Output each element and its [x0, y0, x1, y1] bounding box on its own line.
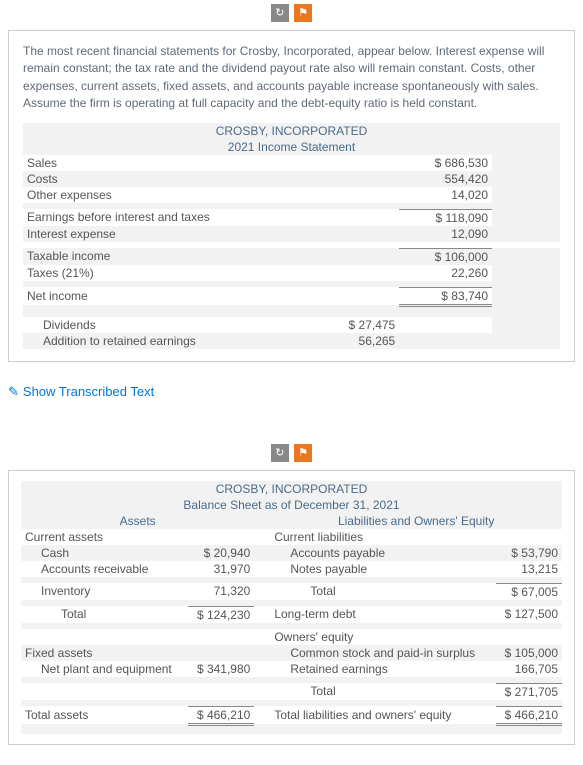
row-label: Total liabilities and owners' equity — [270, 706, 495, 724]
row-value: $ 27,475 — [311, 317, 399, 333]
row-value: $ 124,230 — [188, 606, 254, 623]
row-value: $ 83,740 — [399, 287, 492, 305]
row-label: Earnings before interest and taxes — [23, 209, 311, 226]
row-value: $ 53,790 — [496, 545, 562, 561]
income-statement-block: The most recent financial statements for… — [8, 30, 575, 362]
flag-icon[interactable]: ⚑ — [294, 444, 312, 462]
bs-title2: Balance Sheet as of December 31, 2021 — [21, 497, 562, 513]
row-label: Taxes (21%) — [23, 265, 311, 281]
row-label: Cash — [21, 545, 188, 561]
mid-icon-bar: ↻ ⚑ — [0, 440, 583, 466]
row-label: Accounts receivable — [21, 561, 188, 577]
row-label: Other expenses — [23, 187, 311, 203]
row-label: Inventory — [21, 583, 188, 600]
row-value: 22,260 — [399, 265, 492, 281]
row-value: $ 118,090 — [399, 209, 492, 226]
show-transcribed-link[interactable]: ✎ Show Transcribed Text — [0, 366, 583, 440]
row-label: Total — [270, 683, 495, 700]
row-value: 554,420 — [399, 171, 492, 187]
bs-title1: CROSBY, INCORPORATED — [21, 481, 562, 497]
row-label: Addition to retained earnings — [23, 333, 311, 349]
row-label: Taxable income — [23, 248, 311, 265]
row-label: Net plant and equipment — [21, 661, 188, 677]
row-label: Notes payable — [270, 561, 495, 577]
intro-text: The most recent financial statements for… — [23, 43, 560, 113]
row-label: Current assets — [21, 529, 188, 545]
assets-header: Assets — [21, 513, 254, 529]
row-value: $ 106,000 — [399, 248, 492, 265]
flag-icon[interactable]: ⚑ — [294, 4, 312, 22]
transcript-icon: ✎ — [8, 384, 19, 399]
row-value: 166,705 — [496, 661, 562, 677]
row-label: Total — [21, 606, 188, 623]
row-value: 71,320 — [188, 583, 254, 600]
row-label: Costs — [23, 171, 311, 187]
row-value: 56,265 — [311, 333, 399, 349]
row-value: $ 466,210 — [496, 706, 562, 724]
row-value: 13,215 — [496, 561, 562, 577]
row-value: $ 105,000 — [496, 645, 562, 661]
row-value: 12,090 — [399, 226, 492, 242]
income-statement-table: CROSBY, INCORPORATED 2021 Income Stateme… — [23, 123, 560, 349]
row-label: Retained earnings — [270, 661, 495, 677]
row-label: Dividends — [23, 317, 311, 333]
row-label: Sales — [23, 155, 311, 171]
is-title1: CROSBY, INCORPORATED — [23, 123, 560, 139]
row-label: Interest expense — [23, 226, 311, 242]
row-value: $ 341,980 — [188, 661, 254, 677]
row-value: $ 127,500 — [496, 606, 562, 623]
row-value: 31,970 — [188, 561, 254, 577]
show-transcribed-label: Show Transcribed Text — [23, 384, 154, 399]
row-label: Total — [270, 583, 495, 600]
row-label: Net income — [23, 287, 311, 305]
row-label: Owners' equity — [270, 629, 495, 645]
balance-sheet-block: CROSBY, INCORPORATED Balance Sheet as of… — [8, 470, 575, 745]
balance-sheet-table: CROSBY, INCORPORATED Balance Sheet as of… — [21, 481, 562, 734]
top-icon-bar: ↻ ⚑ — [0, 0, 583, 26]
liab-header: Liabilities and Owners' Equity — [270, 513, 562, 529]
row-label: Long-term debt — [270, 606, 495, 623]
row-value: $ 466,210 — [188, 706, 254, 724]
row-label: Total assets — [21, 706, 188, 724]
row-label: Fixed assets — [21, 645, 188, 661]
refresh-icon[interactable]: ↻ — [271, 4, 289, 22]
row-label: Common stock and paid-in surplus — [270, 645, 495, 661]
row-label: Current liabilities — [270, 529, 495, 545]
row-value: $ 271,705 — [496, 683, 562, 700]
row-value: 14,020 — [399, 187, 492, 203]
refresh-icon[interactable]: ↻ — [271, 444, 289, 462]
row-value: $ 686,530 — [399, 155, 492, 171]
row-label: Accounts payable — [270, 545, 495, 561]
row-value: $ 67,005 — [496, 583, 562, 600]
is-title2: 2021 Income Statement — [23, 139, 560, 155]
row-value: $ 20,940 — [188, 545, 254, 561]
